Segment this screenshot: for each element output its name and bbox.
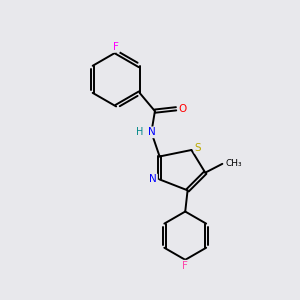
Text: N: N xyxy=(148,127,155,137)
Text: H: H xyxy=(136,127,144,137)
Text: F: F xyxy=(113,42,119,52)
Text: O: O xyxy=(178,104,187,114)
Text: CH₃: CH₃ xyxy=(225,159,242,168)
Text: N: N xyxy=(149,174,157,184)
Text: F: F xyxy=(182,261,188,271)
Text: S: S xyxy=(195,142,201,153)
